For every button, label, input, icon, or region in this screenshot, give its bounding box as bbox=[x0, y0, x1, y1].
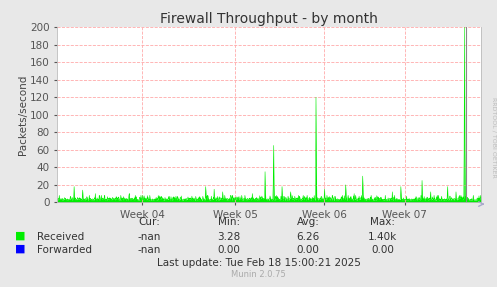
Text: Forwarded: Forwarded bbox=[37, 245, 92, 255]
Title: Firewall Throughput - by month: Firewall Throughput - by month bbox=[160, 12, 378, 26]
Text: Min:: Min: bbox=[218, 218, 240, 227]
Text: Max:: Max: bbox=[370, 218, 395, 227]
Text: ■: ■ bbox=[15, 230, 25, 240]
Text: ■: ■ bbox=[15, 244, 25, 254]
Text: 6.26: 6.26 bbox=[297, 232, 320, 242]
Text: Last update: Tue Feb 18 15:00:21 2025: Last update: Tue Feb 18 15:00:21 2025 bbox=[157, 259, 360, 268]
Text: 0.00: 0.00 bbox=[297, 245, 320, 255]
Text: -nan: -nan bbox=[137, 232, 161, 242]
Y-axis label: Packets/second: Packets/second bbox=[18, 75, 28, 155]
Text: Avg:: Avg: bbox=[297, 218, 320, 227]
Text: Munin 2.0.75: Munin 2.0.75 bbox=[231, 270, 286, 280]
Text: RRDTOOL / TOBI OETIKER: RRDTOOL / TOBI OETIKER bbox=[491, 97, 496, 178]
Text: -nan: -nan bbox=[137, 245, 161, 255]
Text: 0.00: 0.00 bbox=[371, 245, 394, 255]
Text: 1.40k: 1.40k bbox=[368, 232, 397, 242]
Text: 3.28: 3.28 bbox=[217, 232, 240, 242]
Text: Cur:: Cur: bbox=[138, 218, 160, 227]
Text: Received: Received bbox=[37, 232, 84, 242]
Text: 0.00: 0.00 bbox=[217, 245, 240, 255]
